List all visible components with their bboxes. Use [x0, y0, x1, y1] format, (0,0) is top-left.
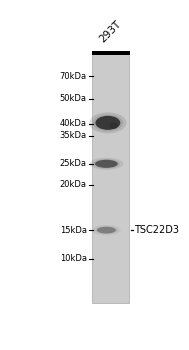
Ellipse shape — [93, 114, 123, 131]
Text: 50kDa: 50kDa — [60, 94, 87, 103]
Text: 293T: 293T — [98, 19, 124, 45]
Text: 20kDa: 20kDa — [60, 180, 87, 189]
Ellipse shape — [109, 122, 118, 129]
Bar — [92, 51, 129, 303]
Ellipse shape — [89, 158, 123, 170]
Text: 25kDa: 25kDa — [60, 159, 87, 168]
Text: 40kDa: 40kDa — [60, 119, 87, 128]
Bar — [92, 51, 130, 56]
Ellipse shape — [95, 226, 118, 234]
Ellipse shape — [97, 227, 116, 233]
Text: 10kDa: 10kDa — [60, 254, 87, 264]
Ellipse shape — [95, 160, 118, 168]
Text: TSC22D3: TSC22D3 — [134, 225, 179, 235]
Text: 35kDa: 35kDa — [60, 131, 87, 140]
Ellipse shape — [89, 112, 126, 133]
Ellipse shape — [93, 159, 120, 169]
Text: 70kDa: 70kDa — [60, 72, 87, 81]
Ellipse shape — [92, 225, 121, 235]
Text: 15kDa: 15kDa — [60, 226, 87, 234]
Ellipse shape — [95, 116, 120, 130]
